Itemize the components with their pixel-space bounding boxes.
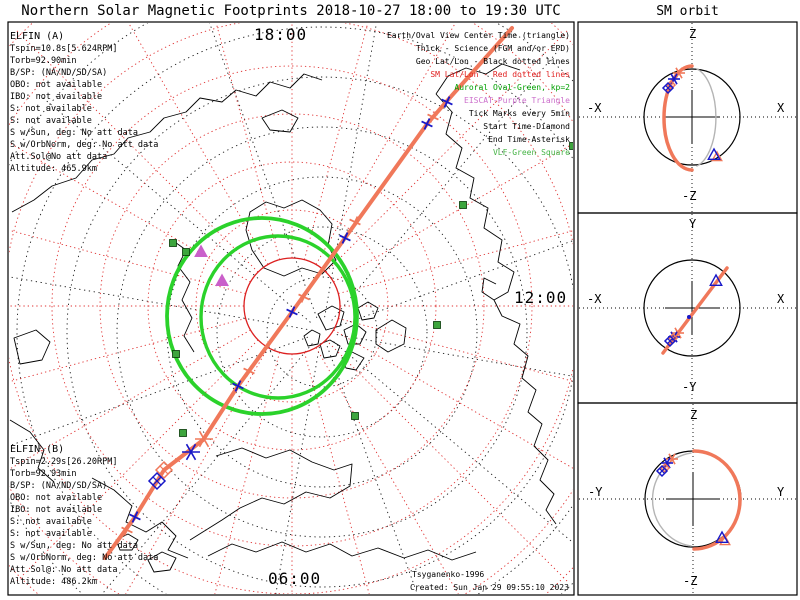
elfin-a-title: ELFIN (A) xyxy=(10,31,65,42)
panel1-axis-label-right: X xyxy=(777,101,785,115)
panel3-axis-label-bottom: -Z xyxy=(683,574,698,588)
panel3-axis-label-left: -Y xyxy=(588,485,603,499)
panel2-axis-label-bottom: -Y xyxy=(682,380,697,394)
info-line: EISCAT-Purple Triangle xyxy=(464,96,570,105)
panel3-axis-label-right: Y xyxy=(777,485,785,499)
elfin-a-lines: Tspin=10.8s[5.624RPM] Torb=92.90min B/SP: … xyxy=(10,43,158,175)
info-line: S: not available xyxy=(10,517,92,527)
info-line: SM Lat/Lon - Red dotted lines xyxy=(430,70,570,79)
info-line: Altitude: 486.2km xyxy=(10,577,97,587)
created-timestamp: Created: Sun Jan 29 09:55:10 2023 xyxy=(410,583,569,592)
panel3-axis-label-top: Z xyxy=(690,408,698,422)
sm-orbit-title: SM orbit xyxy=(656,4,719,19)
map-markers xyxy=(121,96,573,536)
info-line: S: not available xyxy=(10,116,92,126)
info-line: OBO: not available xyxy=(10,493,103,503)
info-line: Altitude: 465.9km xyxy=(10,164,97,174)
plot-title: Northern Solar Magnetic Footprints 2018-… xyxy=(21,3,561,19)
footprint-track xyxy=(103,26,514,560)
info-line: Tspin=2.29s[26.20RPM] xyxy=(10,457,118,467)
elfin-b-info: ELFIN (B) Tspin=2.29s[26.20RPM] Torb=92.9… xyxy=(10,443,158,588)
panel1-axis-label-bottom: -Z xyxy=(682,189,697,203)
info-line: Geo Lat/Lon - Black dotted lines xyxy=(415,57,570,66)
elfin-b-title: ELFIN (B) xyxy=(10,444,65,455)
info-line: Thick - Science (FGM and/or EPD) xyxy=(415,44,570,53)
info-line: S w/OrbNorm, deg: No att data xyxy=(10,140,159,150)
info-line: S w/Sun, deg: No att data xyxy=(10,541,138,551)
info-line: Torb=92.90min xyxy=(10,56,77,66)
map-frame xyxy=(7,21,575,596)
elfin-b-lines: Tspin=2.29s[26.20RPM] Torb=92.93min B/SP: … xyxy=(10,456,158,588)
info-line: B/SP: (NA/ND/SD/SA) xyxy=(10,68,108,78)
field-model-credit: Tsyganenko-1996 xyxy=(412,570,485,579)
info-line: B/SP: (NA/ND/SD/SA) xyxy=(10,481,108,491)
info-line: Earth/Oval View Center Time (triangle) xyxy=(386,31,570,40)
info-line: S w/Sun, deg: No att data xyxy=(10,128,138,138)
mlt-label-06: 06:00 xyxy=(268,569,322,588)
info-line: Torb=92.93min xyxy=(10,469,77,479)
info-line: S w/OrbNorm, deg: No att data xyxy=(10,553,159,563)
info-line: Att.Sol@No att data xyxy=(10,152,108,162)
coastlines xyxy=(9,63,557,573)
info-line: VLF-Green Square xyxy=(492,148,570,157)
map-layers xyxy=(9,23,573,594)
panel2-axis-label-right: X xyxy=(777,292,785,306)
sm-view-circle xyxy=(243,257,341,355)
mlt-label-18: 18:00 xyxy=(254,25,308,44)
info-line: S: not available xyxy=(10,104,92,114)
info-line: End Time-Asterisk xyxy=(488,135,570,144)
panel2-axis-label-left: -X xyxy=(587,292,602,306)
info-line: Start Time-Diamond xyxy=(483,122,570,131)
panel2-axis-label-top: Y xyxy=(689,217,697,231)
sm-panel-frame-yz xyxy=(577,402,798,596)
mlt-label-12: 12:00 xyxy=(514,288,568,307)
info-line: Att.Sol@: No att data xyxy=(10,565,118,575)
info-line: S: not available xyxy=(10,529,92,539)
panel1-axis-label-top: Z xyxy=(689,27,697,41)
info-line: Auroral Oval-Green, kp=2 xyxy=(454,83,570,92)
info-line: IBO: not available xyxy=(10,92,103,102)
info-line: OBO: not available xyxy=(10,80,103,90)
info-line: Tspin=10.8s[5.624RPM] xyxy=(10,44,118,54)
map-legend: Earth/Oval View Center Time (triangle) Th… xyxy=(387,29,570,159)
info-line: Tick Marks every 5min xyxy=(468,109,570,118)
auroral-oval xyxy=(165,216,359,416)
sm-orbit-panels xyxy=(579,23,796,594)
panel1-axis-label-left: -X xyxy=(587,101,602,115)
info-line: IBO: not available xyxy=(10,505,103,515)
elfin-a-info: ELFIN (A) Tspin=10.8s[5.624RPM] Torb=92.9… xyxy=(10,30,158,175)
